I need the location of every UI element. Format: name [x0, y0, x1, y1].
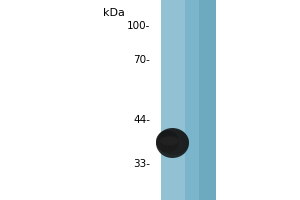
Text: 33-: 33- — [133, 159, 150, 169]
Ellipse shape — [156, 128, 189, 158]
Ellipse shape — [156, 130, 179, 153]
Bar — [199, 0, 216, 200]
Text: 100-: 100- — [127, 21, 150, 31]
Bar — [160, 0, 185, 200]
Ellipse shape — [160, 136, 178, 146]
Ellipse shape — [157, 136, 183, 154]
Bar — [160, 0, 216, 200]
Text: 70-: 70- — [133, 55, 150, 65]
Text: 44-: 44- — [133, 115, 150, 125]
Text: kDa: kDa — [103, 8, 125, 18]
Ellipse shape — [159, 130, 189, 155]
